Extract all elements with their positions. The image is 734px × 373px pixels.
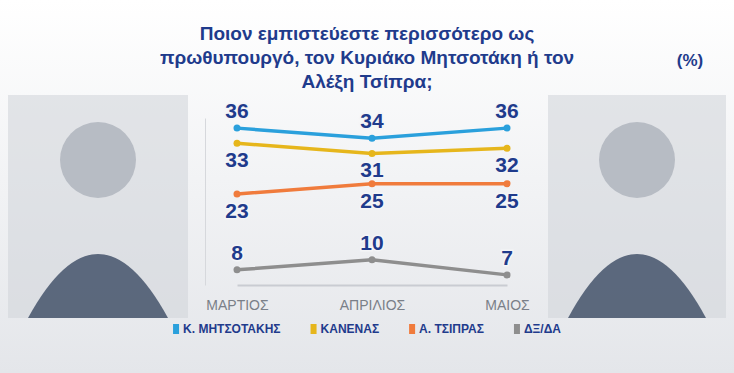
title: Ποιον εμπιστεύεστε περισσότερο ωςπρωθυπο… [160,23,574,93]
data-label: 23 [225,199,248,222]
portrait-body [568,254,706,318]
point [369,150,376,157]
x-tick-label: ΜΑΙΟΣ [485,297,530,313]
legend-item: Κ. ΜΗΤΣΟΤΑΚΗΣ [173,322,281,336]
x-axis-line [238,285,508,287]
data-label: 32 [495,153,518,176]
legend-label: Κ. ΜΗΤΣΟΤΑΚΗΣ [183,322,281,336]
x-axis: ΜΑΡΤΙΟΣ ΑΠΡΙΛΙΟΣ ΜΑΙΟΣ [206,285,530,313]
y-axis [205,119,206,286]
data-label: 34 [360,109,384,132]
legend-label: Α. ΤΣΙΠΡΑΣ [419,322,484,336]
point [369,256,376,263]
portrait-panel [548,95,726,318]
portrait-head [599,122,675,198]
data-label: 8 [231,241,243,264]
point [504,125,511,132]
data-label: 31 [360,158,384,181]
background [0,0,734,373]
data-label: 25 [360,189,384,212]
legend-item: ΚΑΝΕΝΑΣ [311,322,380,336]
legend: Κ. ΜΗΤΣΟΤΑΚΗΣ ΚΑΝΕΝΑΣ Α. ΤΣΙΠΡΑΣ ΔΞ/ΔΑ [173,322,561,336]
legend-swatch [173,324,179,334]
point [234,266,241,273]
portrait-head [60,122,136,198]
legend-swatch [514,324,520,334]
point [234,125,241,132]
point [504,180,511,187]
point [369,135,376,142]
portrait-panel [8,95,188,318]
legend-item: ΔΞ/ΔΑ [514,322,561,336]
chart: Ποιον εμπιστεύεστε περισσότερο ωςπρωθυπο… [0,0,734,373]
legend-label: ΚΑΝΕΝΑΣ [321,322,380,336]
legend-swatch [409,324,415,334]
x-tick-label: ΜΑΡΤΙΟΣ [206,297,269,313]
legend-item: Α. ΤΣΙΠΡΑΣ [409,322,484,336]
point [504,145,511,152]
legend-label: ΔΞ/ΔΑ [524,322,561,336]
x-tick: ΜΑΙΟΣ [485,285,530,313]
data-label: 10 [360,231,383,254]
y-axis-line [205,119,206,286]
data-label: 36 [495,99,518,122]
x-tick-label: ΑΠΡΙΛΙΟΣ [340,297,406,313]
point [504,271,511,278]
legend-swatch [311,324,317,334]
unit-label: (%) [677,51,703,70]
point [234,140,241,147]
portrait-body [28,254,168,318]
point [234,190,241,197]
plot-area [234,125,511,279]
data-label: 33 [225,148,248,171]
data-labels: 36 34 36 33 31 32 23 25 25 8 10 7 [225,99,519,269]
data-label: 7 [501,246,513,269]
data-label: 36 [225,99,248,122]
data-label: 25 [495,189,519,212]
x-tick: ΑΠΡΙΛΙΟΣ [340,285,406,313]
x-tick: ΜΑΡΤΙΟΣ [206,285,269,313]
